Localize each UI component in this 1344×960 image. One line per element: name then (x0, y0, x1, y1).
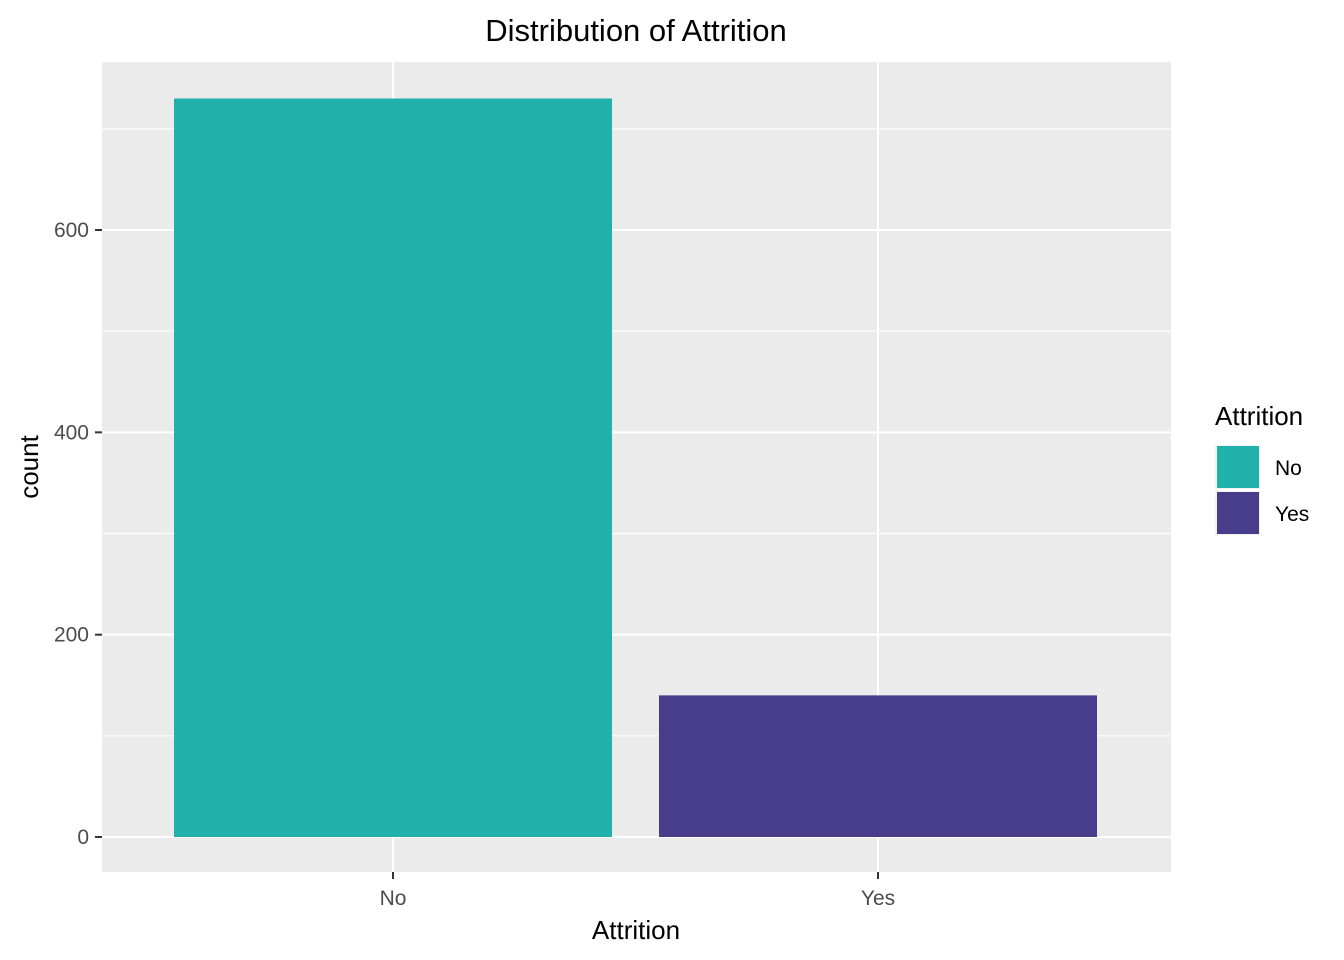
legend-items: No Yes (1215, 445, 1309, 535)
bar-yes (659, 695, 1097, 837)
chart-title: Distribution of Attrition (485, 13, 787, 48)
bar-no (174, 98, 612, 837)
y-axis-title: count (14, 434, 44, 498)
y-axis: 0 200 400 600 (54, 219, 102, 849)
legend-swatch-yes (1217, 492, 1259, 534)
legend: Attrition No Yes (1215, 401, 1309, 535)
y-tick-label: 0 (77, 826, 89, 849)
x-axis: No Yes (380, 872, 895, 910)
legend-swatch-no (1217, 446, 1259, 488)
y-tick-label: 200 (54, 624, 89, 647)
bars (174, 98, 1097, 837)
y-tick-label: 400 (54, 421, 89, 444)
legend-label: No (1275, 457, 1302, 480)
x-tick-label: No (380, 887, 407, 910)
legend-label: Yes (1275, 503, 1309, 526)
legend-title: Attrition (1215, 401, 1303, 431)
y-tick-label: 600 (54, 219, 89, 242)
x-tick-label: Yes (861, 887, 895, 910)
x-axis-title: Attrition (592, 915, 680, 945)
